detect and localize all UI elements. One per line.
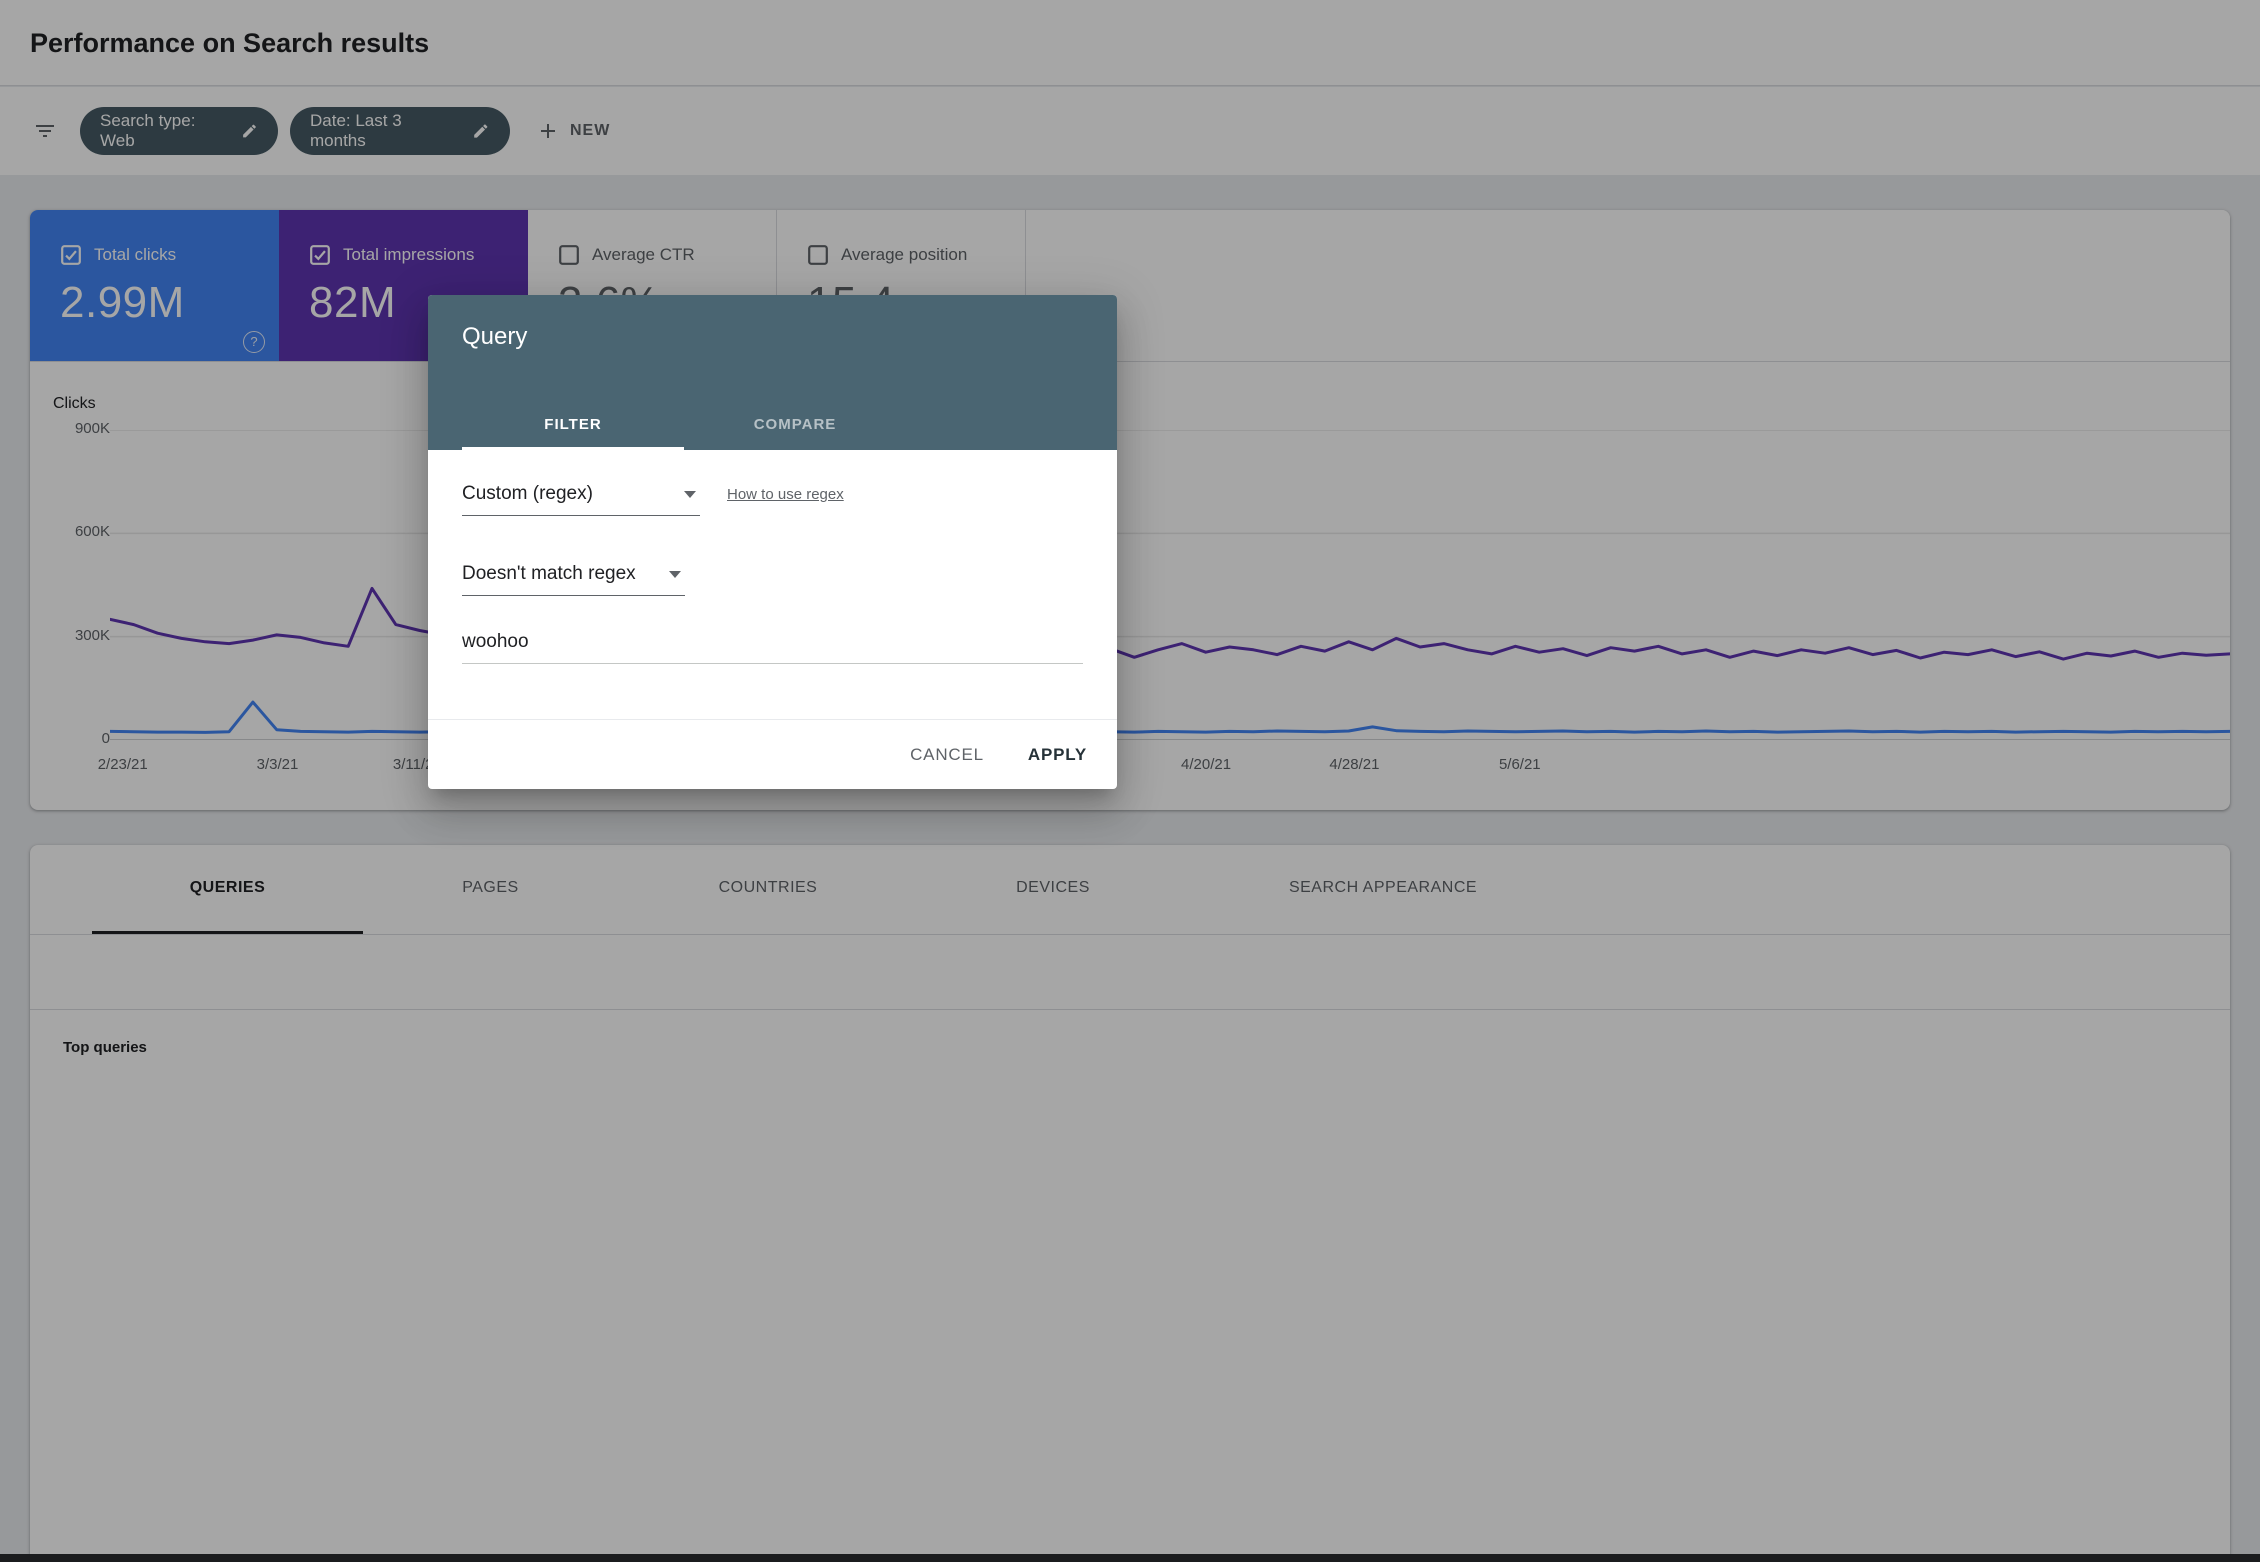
apply-button[interactable]: APPLY	[1027, 744, 1087, 764]
checkbox-unchecked-icon[interactable]	[807, 244, 829, 266]
performance-chart-card: Total clicks 2.99M ? Total impressions 8…	[30, 210, 2230, 810]
cancel-button[interactable]: CANCEL	[910, 744, 984, 764]
dialog-title: Query	[462, 323, 528, 350]
table-toolbar	[30, 935, 2230, 1010]
dimensions-table-card: QUERIES PAGES COUNTRIES DEVICES SEARCH A…	[30, 845, 2230, 1562]
dialog-footer: CANCEL APPLY	[428, 719, 1117, 789]
dialog-tabs: FILTER COMPARE	[462, 402, 906, 450]
metrics-row: Total clicks 2.99M ? Total impressions 8…	[30, 210, 2230, 362]
match-mode-value: Doesn't match regex	[462, 562, 636, 584]
tab-queries[interactable]: QUERIES	[92, 845, 363, 934]
metric-label: Total impressions	[343, 245, 475, 264]
checkbox-unchecked-icon[interactable]	[558, 244, 580, 266]
checkbox-checked-icon[interactable]	[309, 244, 331, 266]
date-range-chip[interactable]: Date: Last 3 months	[290, 107, 510, 155]
tab-compare[interactable]: COMPARE	[753, 416, 837, 433]
metric-value: 82M	[309, 278, 397, 327]
metric-label: Average CTR	[592, 245, 695, 264]
tab-pages[interactable]: PAGES	[462, 879, 519, 896]
y-axis-label: 600K	[74, 523, 110, 541]
dialog-header: Query FILTER COMPARE	[428, 295, 1117, 450]
edit-pencil-icon	[243, 124, 256, 138]
y-axis-label: 900K	[74, 420, 110, 437]
metric-label: Total clicks	[94, 245, 177, 264]
date-range-chip-label: Date: Last 3 months	[310, 111, 402, 150]
metric-card-total-clicks[interactable]: Total clicks 2.99M ?	[30, 210, 279, 361]
filter-type-select[interactable]: Custom (regex)	[462, 472, 700, 516]
dialog-body: Custom (regex) How to use regex Doesn't …	[428, 472, 1117, 664]
new-filter-button-label: NEW	[570, 122, 611, 139]
y-axis-label: 300K	[74, 626, 110, 644]
table-header-row: Top queries	[30, 1010, 2230, 1084]
y-axis-label: 0	[101, 730, 110, 747]
bottom-strip	[0, 1554, 2260, 1562]
table-header-label: Top queries	[63, 1038, 147, 1056]
plus-icon	[541, 124, 555, 138]
filter-list-icon[interactable]	[33, 119, 57, 143]
page-title: Performance on Search results	[30, 28, 430, 58]
x-axis-label: 5/6/21	[1498, 756, 1541, 773]
tab-search-appearance[interactable]: SEARCH APPEARANCE	[1288, 879, 1478, 896]
x-axis-label: 4/28/21	[1329, 756, 1380, 773]
search-type-chip[interactable]: Search type: Web	[80, 107, 278, 155]
tab-filter[interactable]: FILTER	[462, 402, 684, 450]
search-type-chip-label: Search type: Web	[100, 111, 196, 150]
filter-type-value: Custom (regex)	[462, 482, 593, 504]
x-axis-label: 3/3/21	[256, 756, 299, 773]
tab-devices[interactable]: DEVICES	[1016, 879, 1090, 896]
chart-y-axis-title: Clicks	[53, 395, 96, 412]
chevron-down-icon	[684, 491, 696, 498]
new-filter-button[interactable]: NEW	[536, 107, 610, 155]
query-filter-dialog: Query FILTER COMPARE Custom (regex) How …	[428, 295, 1117, 789]
x-axis-label: 4/20/21	[1181, 756, 1232, 773]
x-axis-label: 2/23/21	[97, 756, 148, 773]
filter-bar: Search type: Web Date: Last 3 months NEW	[0, 87, 2260, 175]
match-mode-select[interactable]: Doesn't match regex	[462, 552, 685, 596]
regex-pattern-input[interactable]	[462, 620, 1083, 664]
edit-pencil-icon	[474, 124, 488, 138]
tab-countries[interactable]: COUNTRIES	[718, 879, 818, 896]
metrics-row-filler	[1026, 210, 2230, 361]
help-icon[interactable]: ?	[243, 331, 265, 353]
dimension-tabs: QUERIES PAGES COUNTRIES DEVICES SEARCH A…	[30, 845, 2230, 935]
regex-help-link[interactable]: How to use regex	[727, 485, 844, 503]
chevron-down-icon	[669, 571, 681, 578]
metric-label: Average position	[841, 245, 968, 264]
metric-value: 2.99M	[60, 278, 185, 327]
page-header: Performance on Search results	[0, 0, 2260, 86]
checkbox-checked-icon[interactable]	[60, 244, 82, 266]
